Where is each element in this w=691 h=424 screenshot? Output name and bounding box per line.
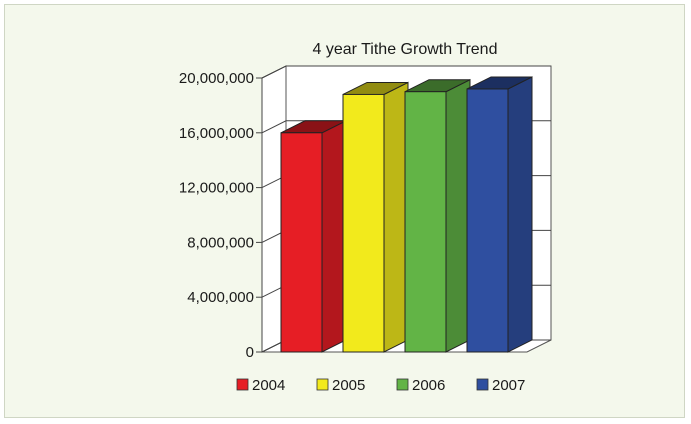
bar-2007: [466, 76, 533, 353]
legend-label: 2005: [332, 377, 365, 394]
bar-front: [466, 88, 509, 353]
y-tick-label: 8,000,000: [187, 234, 254, 251]
y-tick-label: 16,000,000: [179, 125, 254, 142]
legend-swatch: [476, 378, 489, 391]
y-axis: 0 4,000,000 8,000,000 12,000,000 16,000,000 2…: [179, 70, 254, 361]
y-tick-label: 0: [246, 344, 254, 361]
legend-label: 2006: [412, 377, 445, 394]
legend: 2004 2005 2006 2007: [236, 377, 525, 394]
legend-label: 2004: [252, 377, 285, 394]
gridline: [261, 65, 551, 79]
legend-label: 2007: [492, 377, 525, 394]
bar-side: [321, 119, 347, 353]
y-tick-label: 4,000,000: [187, 289, 254, 306]
bars: [280, 76, 533, 353]
bar-2004: [280, 119, 347, 353]
legend-item-2005: 2005: [316, 377, 365, 394]
bar-front: [404, 91, 447, 353]
bar-side: [445, 78, 471, 353]
bar-front: [342, 93, 385, 353]
bar-2005: [342, 81, 409, 353]
bar-side: [383, 81, 409, 353]
legend-swatch: [236, 378, 249, 391]
legend-swatch: [316, 378, 329, 391]
legend-swatch: [396, 378, 409, 391]
y-tick-label: 12,000,000: [179, 180, 254, 197]
bar-2006: [404, 78, 471, 353]
legend-item-2004: 2004: [236, 377, 285, 394]
bar-side: [507, 76, 533, 353]
chart-title: 4 year Tithe Growth Trend: [313, 41, 498, 58]
bar-front: [280, 132, 323, 353]
legend-item-2006: 2006: [396, 377, 445, 394]
legend-item-2007: 2007: [476, 377, 525, 394]
y-tick-label: 20,000,000: [179, 70, 254, 87]
